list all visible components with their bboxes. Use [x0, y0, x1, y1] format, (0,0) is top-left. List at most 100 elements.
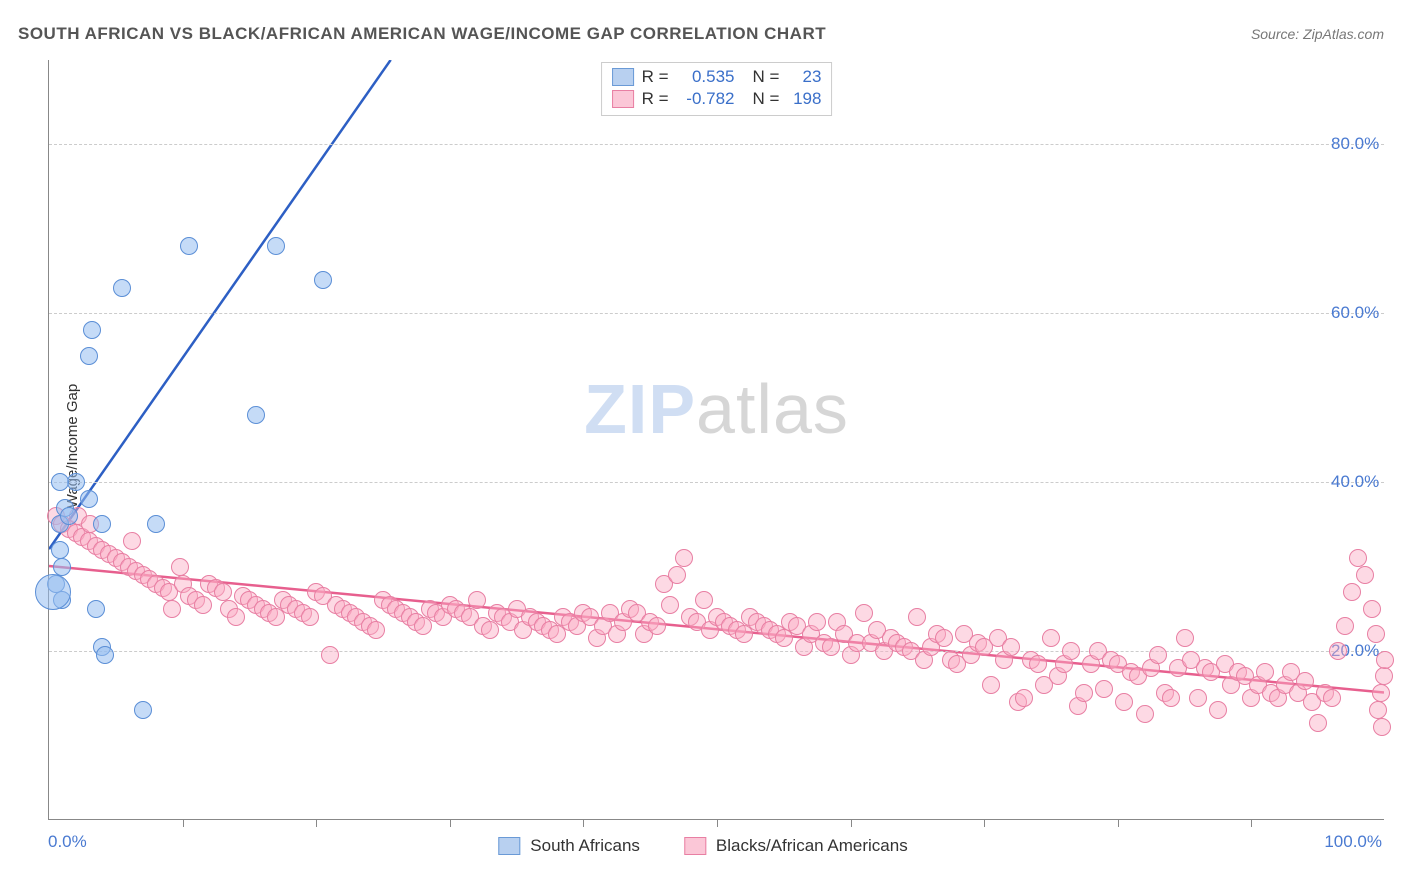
scatter-point — [695, 591, 713, 609]
scatter-point — [648, 617, 666, 635]
scatter-point — [675, 549, 693, 567]
scatter-point — [367, 621, 385, 639]
legend-label: Blacks/African Americans — [716, 836, 908, 856]
scatter-point — [1115, 693, 1133, 711]
x-tick — [183, 819, 184, 827]
x-tick — [450, 819, 451, 827]
stats-n-value: 198 — [787, 89, 821, 109]
stats-row: R = 0.535 N = 23 — [612, 67, 822, 87]
scatter-point — [808, 613, 826, 631]
x-tick — [1118, 819, 1119, 827]
scatter-point — [935, 629, 953, 647]
scatter-point — [321, 646, 339, 664]
scatter-point — [67, 473, 85, 491]
gridline-h — [49, 144, 1384, 145]
gridline-h — [49, 482, 1384, 483]
scatter-point — [1075, 684, 1093, 702]
x-tick — [984, 819, 985, 827]
scatter-point — [1002, 638, 1020, 656]
scatter-point — [1149, 646, 1167, 664]
scatter-point-large — [35, 574, 71, 610]
scatter-point — [87, 600, 105, 618]
scatter-point — [1209, 701, 1227, 719]
stats-n-value: 23 — [787, 67, 821, 87]
scatter-point — [1029, 655, 1047, 673]
scatter-point — [194, 596, 212, 614]
x-axis-max-label: 100.0% — [1324, 832, 1382, 852]
gridline-h — [49, 313, 1384, 314]
scatter-point — [163, 600, 181, 618]
stats-r-value: 0.535 — [677, 67, 735, 87]
scatter-point — [1375, 667, 1393, 685]
scatter-point — [1256, 663, 1274, 681]
scatter-point — [1367, 625, 1385, 643]
legend-swatch — [612, 68, 634, 86]
scatter-point — [1095, 680, 1113, 698]
scatter-point — [314, 271, 332, 289]
scatter-point — [1176, 629, 1194, 647]
scatter-point — [80, 490, 98, 508]
x-tick — [717, 819, 718, 827]
stats-r-label: R = — [642, 89, 669, 109]
scatter-point — [855, 604, 873, 622]
scatter-point — [1162, 689, 1180, 707]
stats-r-value: -0.782 — [677, 89, 735, 109]
scatter-point — [1372, 684, 1390, 702]
scatter-point — [123, 532, 141, 550]
legend-swatch — [684, 837, 706, 855]
correlation-stats-box: R = 0.535 N = 23 R = -0.782 N = 198 — [601, 62, 833, 116]
scatter-point — [301, 608, 319, 626]
scatter-point — [1343, 583, 1361, 601]
scatter-point — [147, 515, 165, 533]
chart-source: Source: ZipAtlas.com — [1251, 26, 1384, 42]
y-tick-label: 60.0% — [1331, 303, 1379, 323]
y-tick-label: 80.0% — [1331, 134, 1379, 154]
scatter-point — [83, 321, 101, 339]
scatter-point — [1136, 705, 1154, 723]
scatter-point — [1329, 642, 1347, 660]
stats-n-label: N = — [753, 67, 780, 87]
trend-lines — [49, 60, 1384, 819]
scatter-point — [93, 515, 111, 533]
stats-row: R = -0.782 N = 198 — [612, 89, 822, 109]
scatter-point — [113, 279, 131, 297]
scatter-point — [96, 646, 114, 664]
scatter-point — [134, 701, 152, 719]
scatter-point — [214, 583, 232, 601]
legend-label: South Africans — [530, 836, 640, 856]
scatter-point — [171, 558, 189, 576]
scatter-point — [247, 406, 265, 424]
x-axis-min-label: 0.0% — [48, 832, 87, 852]
scatter-point — [267, 237, 285, 255]
stats-n-label: N = — [753, 89, 780, 109]
scatter-point — [1309, 714, 1327, 732]
legend-item: South Africans — [498, 836, 640, 856]
scatter-point — [80, 347, 98, 365]
y-tick-label: 40.0% — [1331, 472, 1379, 492]
scatter-point — [1376, 651, 1394, 669]
scatter-point — [1373, 718, 1391, 736]
scatter-point — [1323, 689, 1341, 707]
watermark-zip: ZIP — [584, 370, 696, 448]
scatter-point — [1189, 689, 1207, 707]
scatter-point — [1015, 689, 1033, 707]
scatter-point — [468, 591, 486, 609]
chart-title: SOUTH AFRICAN VS BLACK/AFRICAN AMERICAN … — [18, 24, 826, 44]
scatter-point — [1356, 566, 1374, 584]
scatter-point — [53, 558, 71, 576]
bottom-legend: South Africans Blacks/African Americans — [498, 836, 907, 856]
scatter-point — [1363, 600, 1381, 618]
x-tick — [851, 819, 852, 827]
legend-item: Blacks/African Americans — [684, 836, 908, 856]
scatter-point — [982, 676, 1000, 694]
scatter-point — [60, 507, 78, 525]
legend-swatch — [612, 90, 634, 108]
x-tick — [1251, 819, 1252, 827]
stats-r-label: R = — [642, 67, 669, 87]
scatter-point — [1336, 617, 1354, 635]
scatter-point — [908, 608, 926, 626]
scatter-point — [1349, 549, 1367, 567]
scatter-point — [661, 596, 679, 614]
scatter-plot: ZIPatlas R =0.535N =23R =-0.782N =198 20… — [48, 60, 1384, 820]
scatter-point — [51, 541, 69, 559]
